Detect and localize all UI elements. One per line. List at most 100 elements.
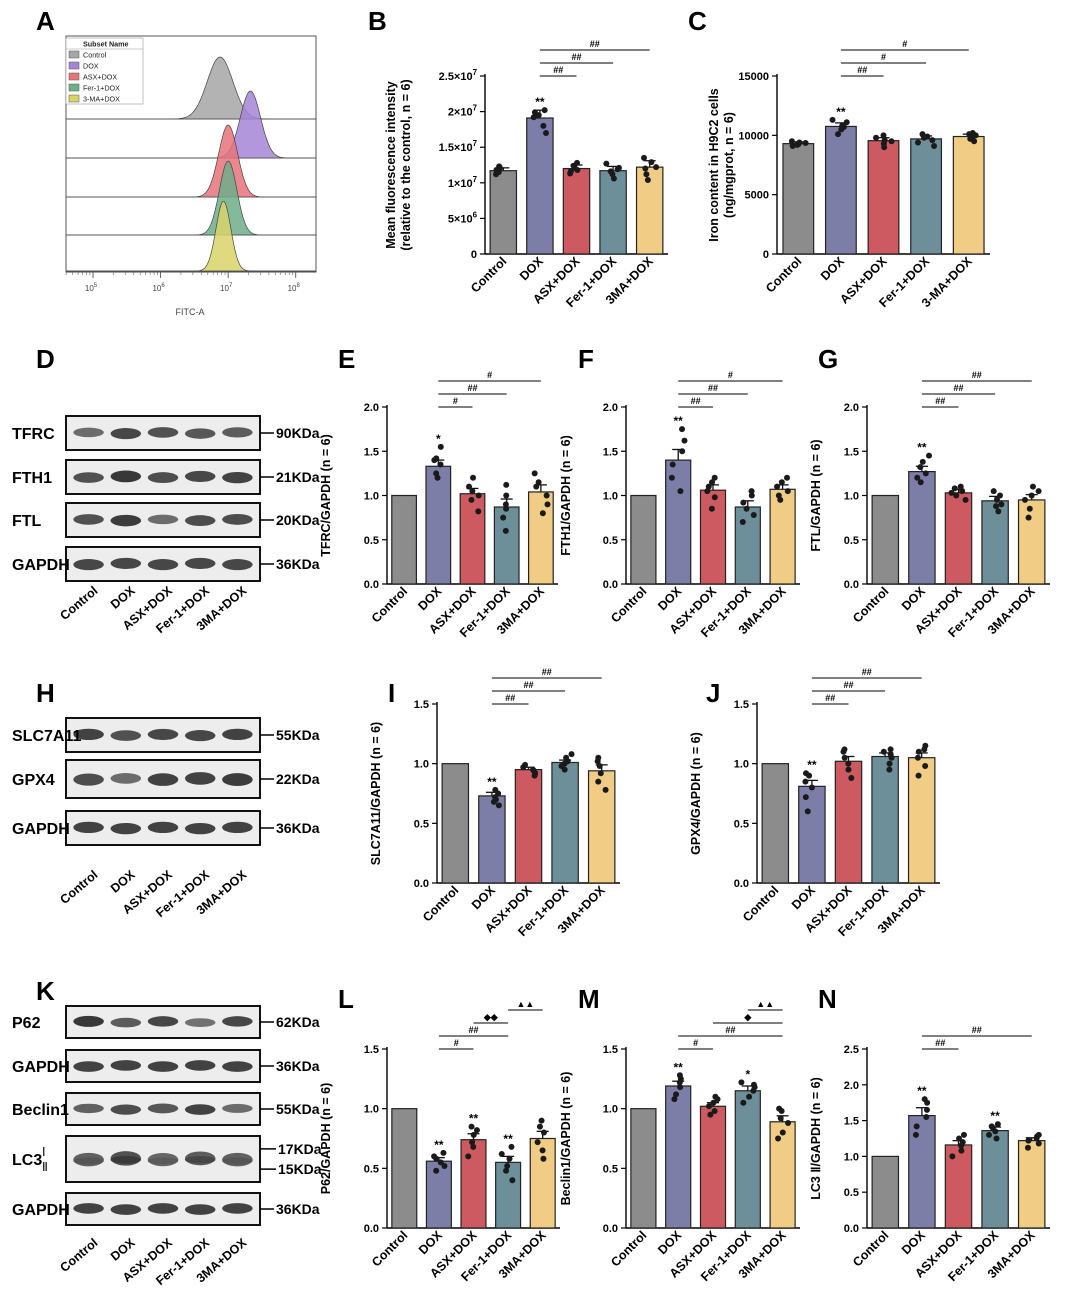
bar xyxy=(798,785,826,884)
blot-band xyxy=(73,514,104,525)
y-tick-exp: 7 xyxy=(473,139,478,148)
y-tick-base: 1.0 xyxy=(844,1151,859,1163)
bar xyxy=(493,506,520,585)
data-point xyxy=(503,481,510,488)
blot-band xyxy=(147,427,179,438)
blot-band xyxy=(73,472,104,483)
flow-x-label: FITC-A xyxy=(176,307,205,317)
y-axis-label: FTH1/GAPDH (n = 6) xyxy=(559,435,573,556)
data-point xyxy=(924,133,931,140)
blot-band xyxy=(147,1157,179,1165)
comparison-marker: ## xyxy=(523,680,533,690)
data-point xyxy=(596,763,603,770)
y-tick-label: 0.0 xyxy=(603,579,618,591)
blot-kda-label: 17KDa xyxy=(278,1141,322,1157)
western-blot-k: P62 62KDa GAPDH 36KDa Beclin1 55KDa LC3 ⅠⅡ 17KDa… xyxy=(12,1005,322,1288)
bar xyxy=(699,489,727,585)
y-tick-label: 1.0 xyxy=(414,759,429,771)
data-point xyxy=(574,159,581,166)
blot-bands xyxy=(73,1060,253,1072)
flow-histogram-4 xyxy=(66,200,316,272)
panel-letter-e: E xyxy=(338,344,355,374)
data-point xyxy=(922,763,929,770)
y-tick-label: 0 xyxy=(763,249,769,261)
flow-histogram-2 xyxy=(66,124,316,198)
comparison-marker: # xyxy=(693,1038,698,1048)
y-tick-base: 0.0 xyxy=(364,1223,379,1235)
y-tick-label: 1.5 xyxy=(844,446,859,458)
blot-band xyxy=(184,1204,216,1215)
data-point xyxy=(746,1093,753,1100)
data-point xyxy=(531,109,538,116)
flow-legend-swatch xyxy=(68,50,80,59)
blot-bands xyxy=(73,1203,253,1215)
y-tick-base: 2×10 xyxy=(448,107,473,119)
y-tick-base: 0.5 xyxy=(603,1163,618,1175)
blot-band xyxy=(110,1104,142,1115)
western-blot-d: TFRC 90KDa FTH1 21KDa FTL 20KDa GAPDH 36KDa Cont… xyxy=(12,415,320,636)
data-point xyxy=(915,139,922,146)
data-point xyxy=(498,1151,505,1158)
data-point xyxy=(712,1093,719,1100)
comparison-marker: ## xyxy=(972,1025,982,1035)
data-point xyxy=(740,1099,747,1106)
significance-star: ** xyxy=(836,105,846,119)
significance-star: ** xyxy=(535,95,545,109)
y-tick-label: 0.5 xyxy=(844,1187,859,1199)
blot-bands xyxy=(73,557,253,571)
bar xyxy=(459,493,486,585)
data-point xyxy=(602,786,609,793)
blot-lc3-sub1: Ⅰ xyxy=(42,1145,46,1159)
bar xyxy=(441,763,470,884)
blot-band xyxy=(147,514,179,525)
blot-band xyxy=(73,1015,104,1027)
data-point xyxy=(750,1081,757,1088)
panel-letter-d: D xyxy=(36,344,55,374)
data-point xyxy=(953,492,960,499)
y-tick-base: 0.0 xyxy=(414,878,429,890)
blot-band xyxy=(110,1060,142,1071)
y-axis-label-2: (relative to the control, n = 6) xyxy=(399,79,413,250)
y-tick-label: 0.0 xyxy=(414,878,429,890)
data-point xyxy=(740,499,747,506)
data-point xyxy=(802,770,809,777)
blot-protein-label: GAPDH xyxy=(12,821,70,838)
blot-band xyxy=(184,1060,216,1071)
data-point xyxy=(880,132,887,139)
bar xyxy=(952,135,985,255)
comparison-marker: ## xyxy=(553,65,563,75)
data-point xyxy=(563,754,570,761)
y-tick-label: 2.0 xyxy=(603,402,618,414)
blot-lane-label: Control xyxy=(57,868,100,907)
blot-kda-label: 36KDa xyxy=(276,820,320,836)
y-tick-base: 1.5 xyxy=(734,699,749,711)
y-tick-label: 1.0 xyxy=(364,1104,379,1116)
data-point xyxy=(779,1129,786,1136)
flow-tick-exp: 6 xyxy=(161,283,165,289)
significance-star: ** xyxy=(917,441,927,455)
flow-legend-label: 3-MA+DOX xyxy=(83,95,120,104)
blot-band xyxy=(222,427,253,438)
data-point xyxy=(959,1139,966,1146)
data-point xyxy=(502,501,509,508)
y-tick-label: 2.0 xyxy=(844,402,859,414)
data-point xyxy=(668,474,675,481)
flow-tick-label: 105 xyxy=(85,283,98,293)
comparison-marker: ## xyxy=(725,1025,735,1035)
flow-legend-swatch xyxy=(68,83,80,92)
data-point xyxy=(951,485,958,492)
y-tick-label: 0.0 xyxy=(364,579,379,591)
blot-protein-label: TFRC xyxy=(12,426,55,443)
data-point xyxy=(500,514,507,521)
data-point xyxy=(679,448,686,455)
y-tick-label: 2.5 xyxy=(844,1044,859,1056)
data-point xyxy=(642,165,649,172)
y-tick-label: 1.5 xyxy=(603,446,618,458)
blot-kda-label: 36KDa xyxy=(276,1201,320,1217)
y-tick-base: 0.0 xyxy=(734,878,749,890)
blot-band xyxy=(184,1156,216,1164)
blot-bands xyxy=(73,821,253,835)
y-tick-base: 1.5 xyxy=(844,1116,859,1128)
